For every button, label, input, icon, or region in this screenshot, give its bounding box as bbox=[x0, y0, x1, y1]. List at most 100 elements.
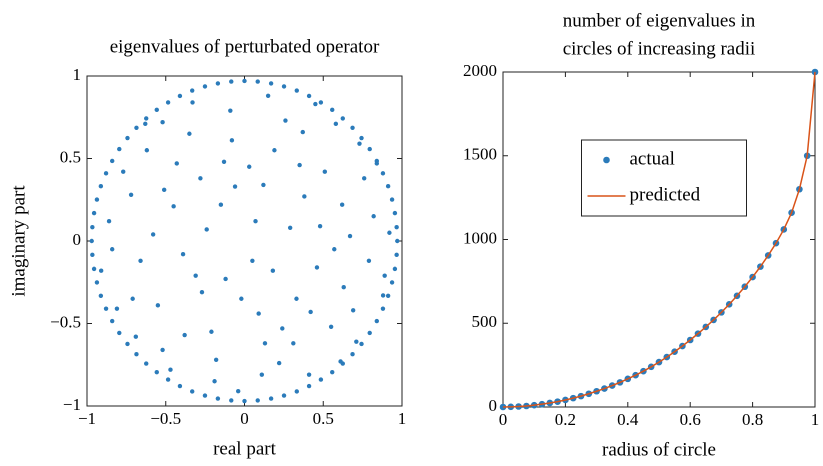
point bbox=[253, 219, 258, 224]
y-tick-label: 0 bbox=[73, 230, 82, 249]
point bbox=[138, 258, 143, 263]
point bbox=[394, 252, 399, 258]
point bbox=[190, 100, 195, 105]
point bbox=[382, 273, 387, 278]
line bbox=[502, 71, 816, 408]
point bbox=[357, 141, 362, 146]
point bbox=[98, 268, 104, 273]
point bbox=[367, 146, 372, 152]
point bbox=[202, 393, 208, 398]
y-axis-label: imaginary part bbox=[8, 185, 29, 297]
point bbox=[259, 372, 265, 377]
x-tick-label: 0.2 bbox=[555, 410, 576, 429]
point bbox=[94, 280, 100, 285]
point bbox=[306, 383, 312, 389]
point bbox=[300, 129, 305, 135]
point bbox=[182, 332, 187, 338]
point bbox=[255, 398, 260, 403]
point bbox=[359, 341, 364, 347]
point bbox=[350, 308, 356, 313]
point bbox=[174, 161, 179, 166]
point bbox=[280, 326, 285, 331]
point bbox=[333, 121, 339, 127]
point bbox=[89, 238, 94, 244]
point bbox=[318, 377, 324, 382]
point bbox=[218, 202, 224, 207]
point bbox=[228, 108, 233, 113]
x-tick-label: 0.5 bbox=[313, 409, 334, 428]
point bbox=[160, 347, 165, 353]
point bbox=[317, 223, 323, 229]
point bbox=[190, 389, 195, 394]
point bbox=[242, 78, 247, 84]
point bbox=[171, 204, 176, 209]
point bbox=[392, 210, 398, 216]
legend-box bbox=[581, 139, 747, 217]
point bbox=[103, 171, 109, 176]
point bbox=[330, 107, 335, 113]
point bbox=[297, 162, 302, 168]
point bbox=[389, 197, 395, 202]
point bbox=[98, 184, 104, 189]
chart-title: number of eigenvalues in bbox=[563, 10, 756, 31]
point bbox=[117, 146, 122, 152]
chart-title: circles of increasing radii bbox=[563, 38, 756, 59]
point bbox=[198, 176, 203, 181]
point bbox=[114, 306, 120, 311]
point bbox=[154, 369, 159, 375]
point bbox=[177, 93, 183, 99]
point bbox=[306, 93, 312, 99]
point bbox=[350, 351, 355, 357]
point bbox=[389, 280, 395, 285]
point bbox=[190, 88, 195, 93]
point bbox=[209, 329, 214, 334]
point bbox=[221, 159, 227, 164]
point bbox=[117, 330, 122, 336]
point bbox=[143, 121, 148, 127]
point bbox=[314, 265, 320, 270]
legend-label: actual bbox=[630, 148, 675, 169]
x-tick-label: 0 bbox=[499, 410, 508, 429]
point bbox=[261, 182, 266, 188]
point bbox=[180, 252, 186, 257]
legend-label: predicted bbox=[630, 184, 701, 205]
point bbox=[262, 341, 268, 346]
point bbox=[385, 293, 391, 298]
point bbox=[110, 247, 115, 252]
point bbox=[374, 161, 379, 166]
point bbox=[294, 88, 299, 93]
point bbox=[212, 379, 217, 384]
point bbox=[187, 131, 192, 136]
point bbox=[155, 303, 161, 308]
x-axis-label: radius of circle bbox=[602, 439, 716, 460]
y-tick-label: 0 bbox=[489, 396, 498, 415]
y-tick-label: 500 bbox=[472, 312, 498, 331]
point bbox=[366, 258, 372, 263]
point bbox=[294, 389, 299, 394]
point bbox=[133, 334, 139, 339]
point bbox=[395, 238, 400, 244]
point bbox=[308, 309, 313, 315]
point bbox=[236, 388, 241, 394]
y-tick-label: −1 bbox=[63, 395, 81, 414]
point bbox=[276, 360, 282, 366]
point bbox=[144, 116, 149, 121]
point bbox=[239, 296, 244, 301]
point bbox=[367, 330, 372, 336]
point bbox=[229, 138, 235, 143]
point bbox=[340, 116, 345, 121]
point bbox=[91, 210, 97, 216]
point bbox=[354, 339, 359, 344]
point bbox=[256, 311, 261, 316]
point bbox=[287, 225, 293, 230]
point bbox=[350, 125, 355, 131]
point bbox=[223, 276, 228, 282]
point bbox=[265, 93, 271, 99]
point bbox=[371, 214, 376, 219]
point bbox=[385, 184, 391, 189]
point bbox=[215, 81, 221, 86]
point bbox=[130, 296, 135, 301]
point bbox=[328, 324, 334, 329]
point bbox=[291, 341, 296, 346]
